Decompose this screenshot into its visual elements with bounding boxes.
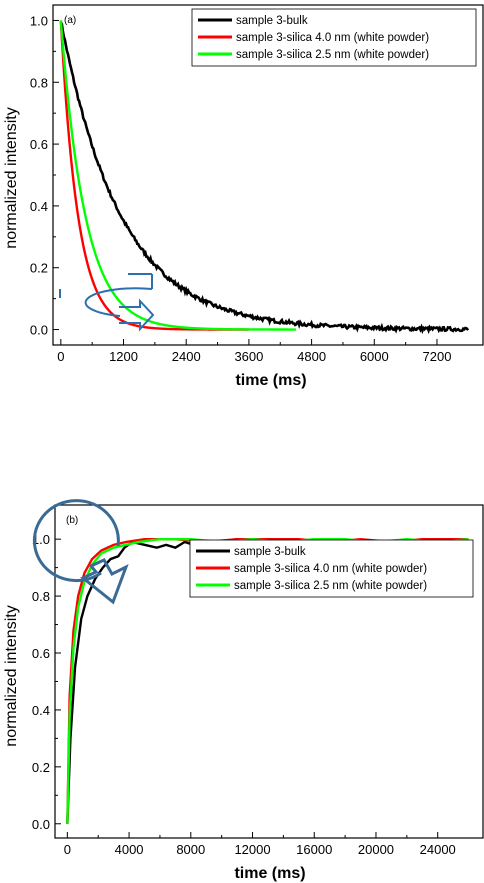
panel-b-label: (b) bbox=[66, 515, 78, 526]
panel-a-rotation-arrow-icon bbox=[59, 273, 155, 332]
panel-a-legend-entry: sample 3-bulk bbox=[236, 15, 308, 27]
panel-b-axes-frame bbox=[54, 504, 484, 839]
panel-a-x-tick-label: 2400 bbox=[172, 349, 201, 364]
panel-a-y-axis-label: normalized intensity bbox=[3, 107, 20, 248]
panel-b-y-axis-label: normalized intensity bbox=[3, 605, 20, 746]
panel-b-x-tick-label: 8000 bbox=[176, 842, 205, 857]
panel-a-series-line bbox=[59, 20, 249, 331]
panel-a-y-tick-label: 0.6 bbox=[30, 137, 48, 152]
panel-a-chart: 0 1200 2400 3600 4800 6000 7200 0.0 0.2 0.4 0.6 0.8… bbox=[3, 4, 484, 389]
panel-a-legend: sample 3-bulk sample 3-silica 4.0 nm (whi… bbox=[191, 8, 477, 67]
panel-a-label: (a) bbox=[64, 15, 76, 26]
panel-b-chart: 0 4000 8000 12000 16000 20000 24000 0.0 0.2 0.4 0.… bbox=[3, 499, 484, 882]
panel-a-x-tick-label: 3600 bbox=[234, 349, 263, 364]
panel-a-series-line bbox=[59, 21, 470, 335]
panel-b-y-tick-label: 0.8 bbox=[32, 589, 50, 604]
panel-a-x-tick-label: 1200 bbox=[109, 349, 138, 364]
panel-a-y-tick-label: 0.4 bbox=[30, 199, 48, 214]
panel-b-x-tick-label: 16000 bbox=[296, 842, 332, 857]
panel-b-x-tick-label: 4000 bbox=[115, 842, 144, 857]
panel-b-legend: sample 3-bulk sample 3-silica 4.0 nm (whi… bbox=[189, 539, 474, 598]
panel-a-legend-entry: sample 3-silica 4.0 nm (white powder) bbox=[236, 32, 429, 44]
panel-b-curved-arrow-icon bbox=[32, 499, 129, 605]
panel-b-y-tick-label: 0.4 bbox=[32, 703, 50, 718]
panel-a-y-tick-label: 0.2 bbox=[30, 261, 48, 276]
panel-a-legend-entry: sample 3-silica 2.5 nm (white powder) bbox=[236, 49, 429, 61]
panel-a-plot-area: 0 1200 2400 3600 4800 6000 7200 0.0 0.2 0.4 0.6 0.8… bbox=[30, 4, 484, 364]
panel-b-y-tick-label: 0.2 bbox=[32, 760, 50, 775]
panel-a-x-axis-label: time (ms) bbox=[235, 372, 306, 389]
panel-b-x-tick-label: 20000 bbox=[358, 842, 394, 857]
panel-a-series-line bbox=[59, 20, 296, 331]
panel-a-x-tick-label: 4800 bbox=[297, 349, 326, 364]
panel-a-y-tick-label: 0.0 bbox=[30, 323, 48, 338]
panel-b-legend-entry: sample 3-silica 2.5 nm (white powder) bbox=[234, 580, 427, 592]
panel-b-x-tick-label: 0 bbox=[64, 842, 71, 857]
panel-b-legend-box bbox=[189, 539, 474, 598]
panel-a-x-tick-label: 0 bbox=[57, 349, 64, 364]
panel-a-y-tick-label: 1.0 bbox=[30, 13, 48, 28]
panel-b-x-tick-label: 12000 bbox=[234, 842, 270, 857]
panel-b-legend-entry: sample 3-silica 4.0 nm (white powder) bbox=[234, 563, 427, 575]
panel-a-y-tick-label: 0.8 bbox=[30, 75, 48, 90]
panel-b-x-axis-label: time (ms) bbox=[234, 865, 305, 882]
panel-b-y-tick-label: 1.0 bbox=[32, 532, 50, 547]
panel-b-y-tick-label: 0.0 bbox=[32, 817, 50, 832]
panel-b-x-tick-label: 24000 bbox=[420, 842, 456, 857]
panel-b-y-tick-label: 0.6 bbox=[32, 646, 50, 661]
panel-a-x-tick-label: 7200 bbox=[423, 349, 452, 364]
panel-a-legend-box bbox=[191, 8, 477, 67]
panel-a-x-tick-label: 6000 bbox=[360, 349, 389, 364]
panel-b-legend-entry: sample 3-bulk bbox=[234, 546, 306, 558]
